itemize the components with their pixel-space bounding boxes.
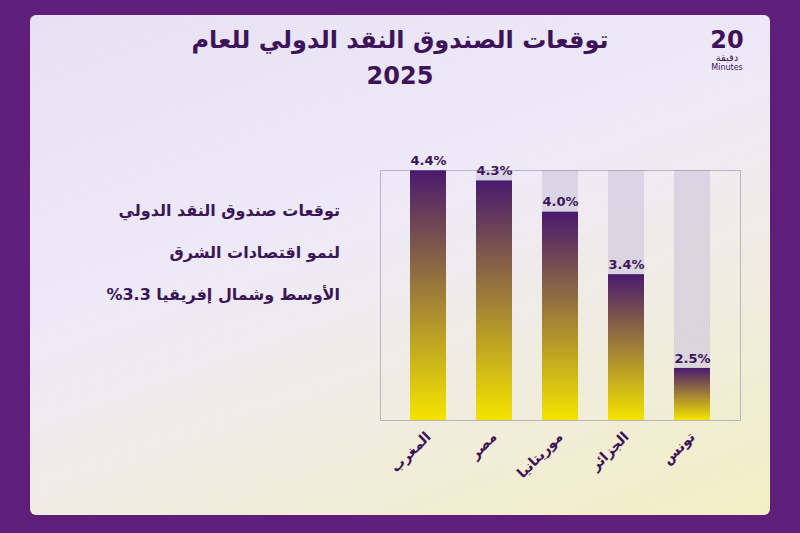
svg-text:3.4%: 3.4% [608,257,644,272]
html-text:الأوسط وشمال إفريقيا 3.3%: الأوسط وشمال إفريقيا 3.3% [106,285,340,304]
html-text:توقعات الصندوق النقد الدولي لل: توقعات الصندوق النقد الدولي للعام 2025 [191,26,609,90]
html-text:دقيقة: دقيقة [715,52,739,64]
html-text:لنمو اقتصادات الشرق: لنمو اقتصادات الشرق [169,243,340,262]
svg-text:الجزائر: الجزائر [586,428,632,474]
svg-text:موريتانيا: موريتانيا [513,428,566,481]
html-text:20: 20 [710,26,744,54]
svg-text:المغرب: المغرب [387,428,434,475]
svg-text:2.5%: 2.5% [674,351,710,366]
svg-text:تونس: تونس [659,428,699,468]
svg-text:4.4%: 4.4% [410,153,446,168]
svg-text:4.0%: 4.0% [542,194,578,209]
svg-text:مصر: مصر [466,428,501,463]
html-text:Minutes: Minutes [711,62,743,72]
svg-text:4.3%: 4.3% [476,163,513,179]
html-text:توقعات صندوق النقد الدولي: توقعات صندوق النقد الدولي [118,201,340,220]
